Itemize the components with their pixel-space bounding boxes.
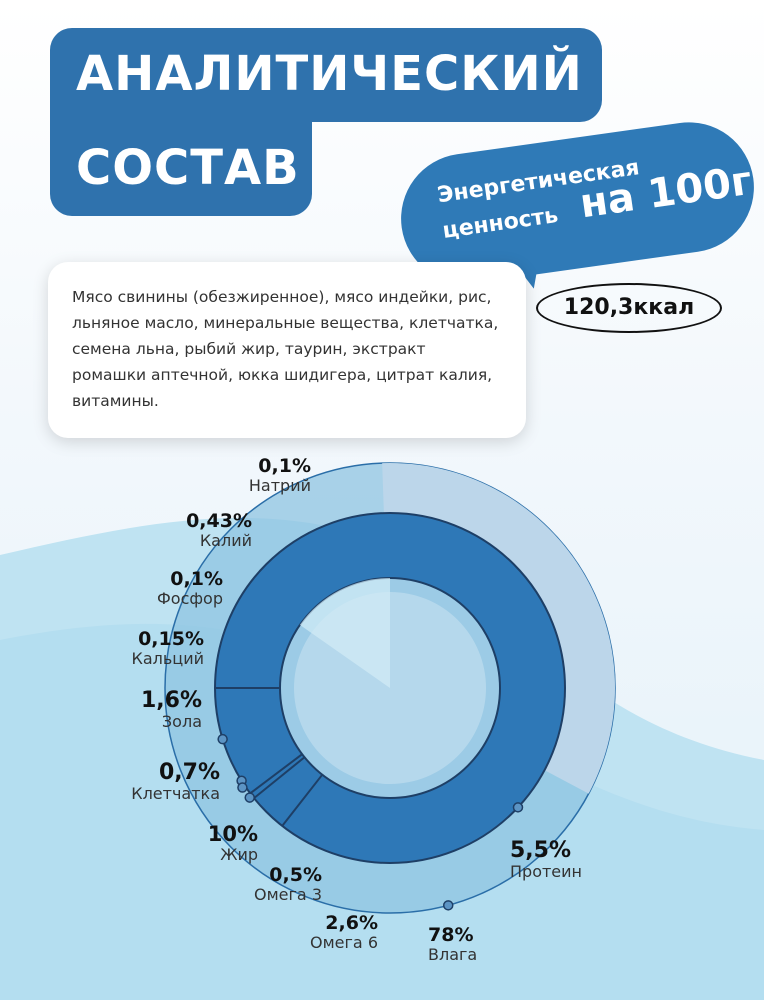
label-sodium: 0,1% Натрий xyxy=(248,455,311,495)
label-protein: 5,5% Протеин xyxy=(510,838,582,881)
title-line-1: АНАЛИТИЧЕСКИЙ xyxy=(50,28,602,122)
label-fat: 10% Жир xyxy=(207,822,258,864)
label-potassium: 0,43% Калий xyxy=(186,510,252,550)
marker-dot xyxy=(244,792,255,803)
label-fiber: 0,7% Клетчатка xyxy=(131,760,220,803)
label-omega6: 2,6% Омега 6 xyxy=(310,912,378,952)
inner-light-wedge xyxy=(299,578,390,688)
segment-divider xyxy=(253,756,306,799)
segment-divider xyxy=(249,753,303,795)
label-phosphorus: 0,1% Фосфор xyxy=(157,568,223,608)
segment-divider xyxy=(281,774,324,827)
label-moisture: 78% Влага xyxy=(428,924,478,964)
label-omega3: 0,5% Омега 3 xyxy=(254,864,322,904)
marker-dot xyxy=(237,782,248,793)
marker-dot xyxy=(442,900,454,911)
energy-value: 120,3ккал xyxy=(536,283,722,333)
marker-dot xyxy=(512,802,524,813)
label-calcium: 0,15% Кальций xyxy=(131,628,204,668)
label-ash: 1,6% Зола xyxy=(140,688,202,731)
title-line-2: СОСТАВ xyxy=(50,118,312,216)
marker-dot xyxy=(217,733,228,745)
ingredients-card: Мясо свинины (обезжиренное), мясо индейк… xyxy=(48,262,526,438)
